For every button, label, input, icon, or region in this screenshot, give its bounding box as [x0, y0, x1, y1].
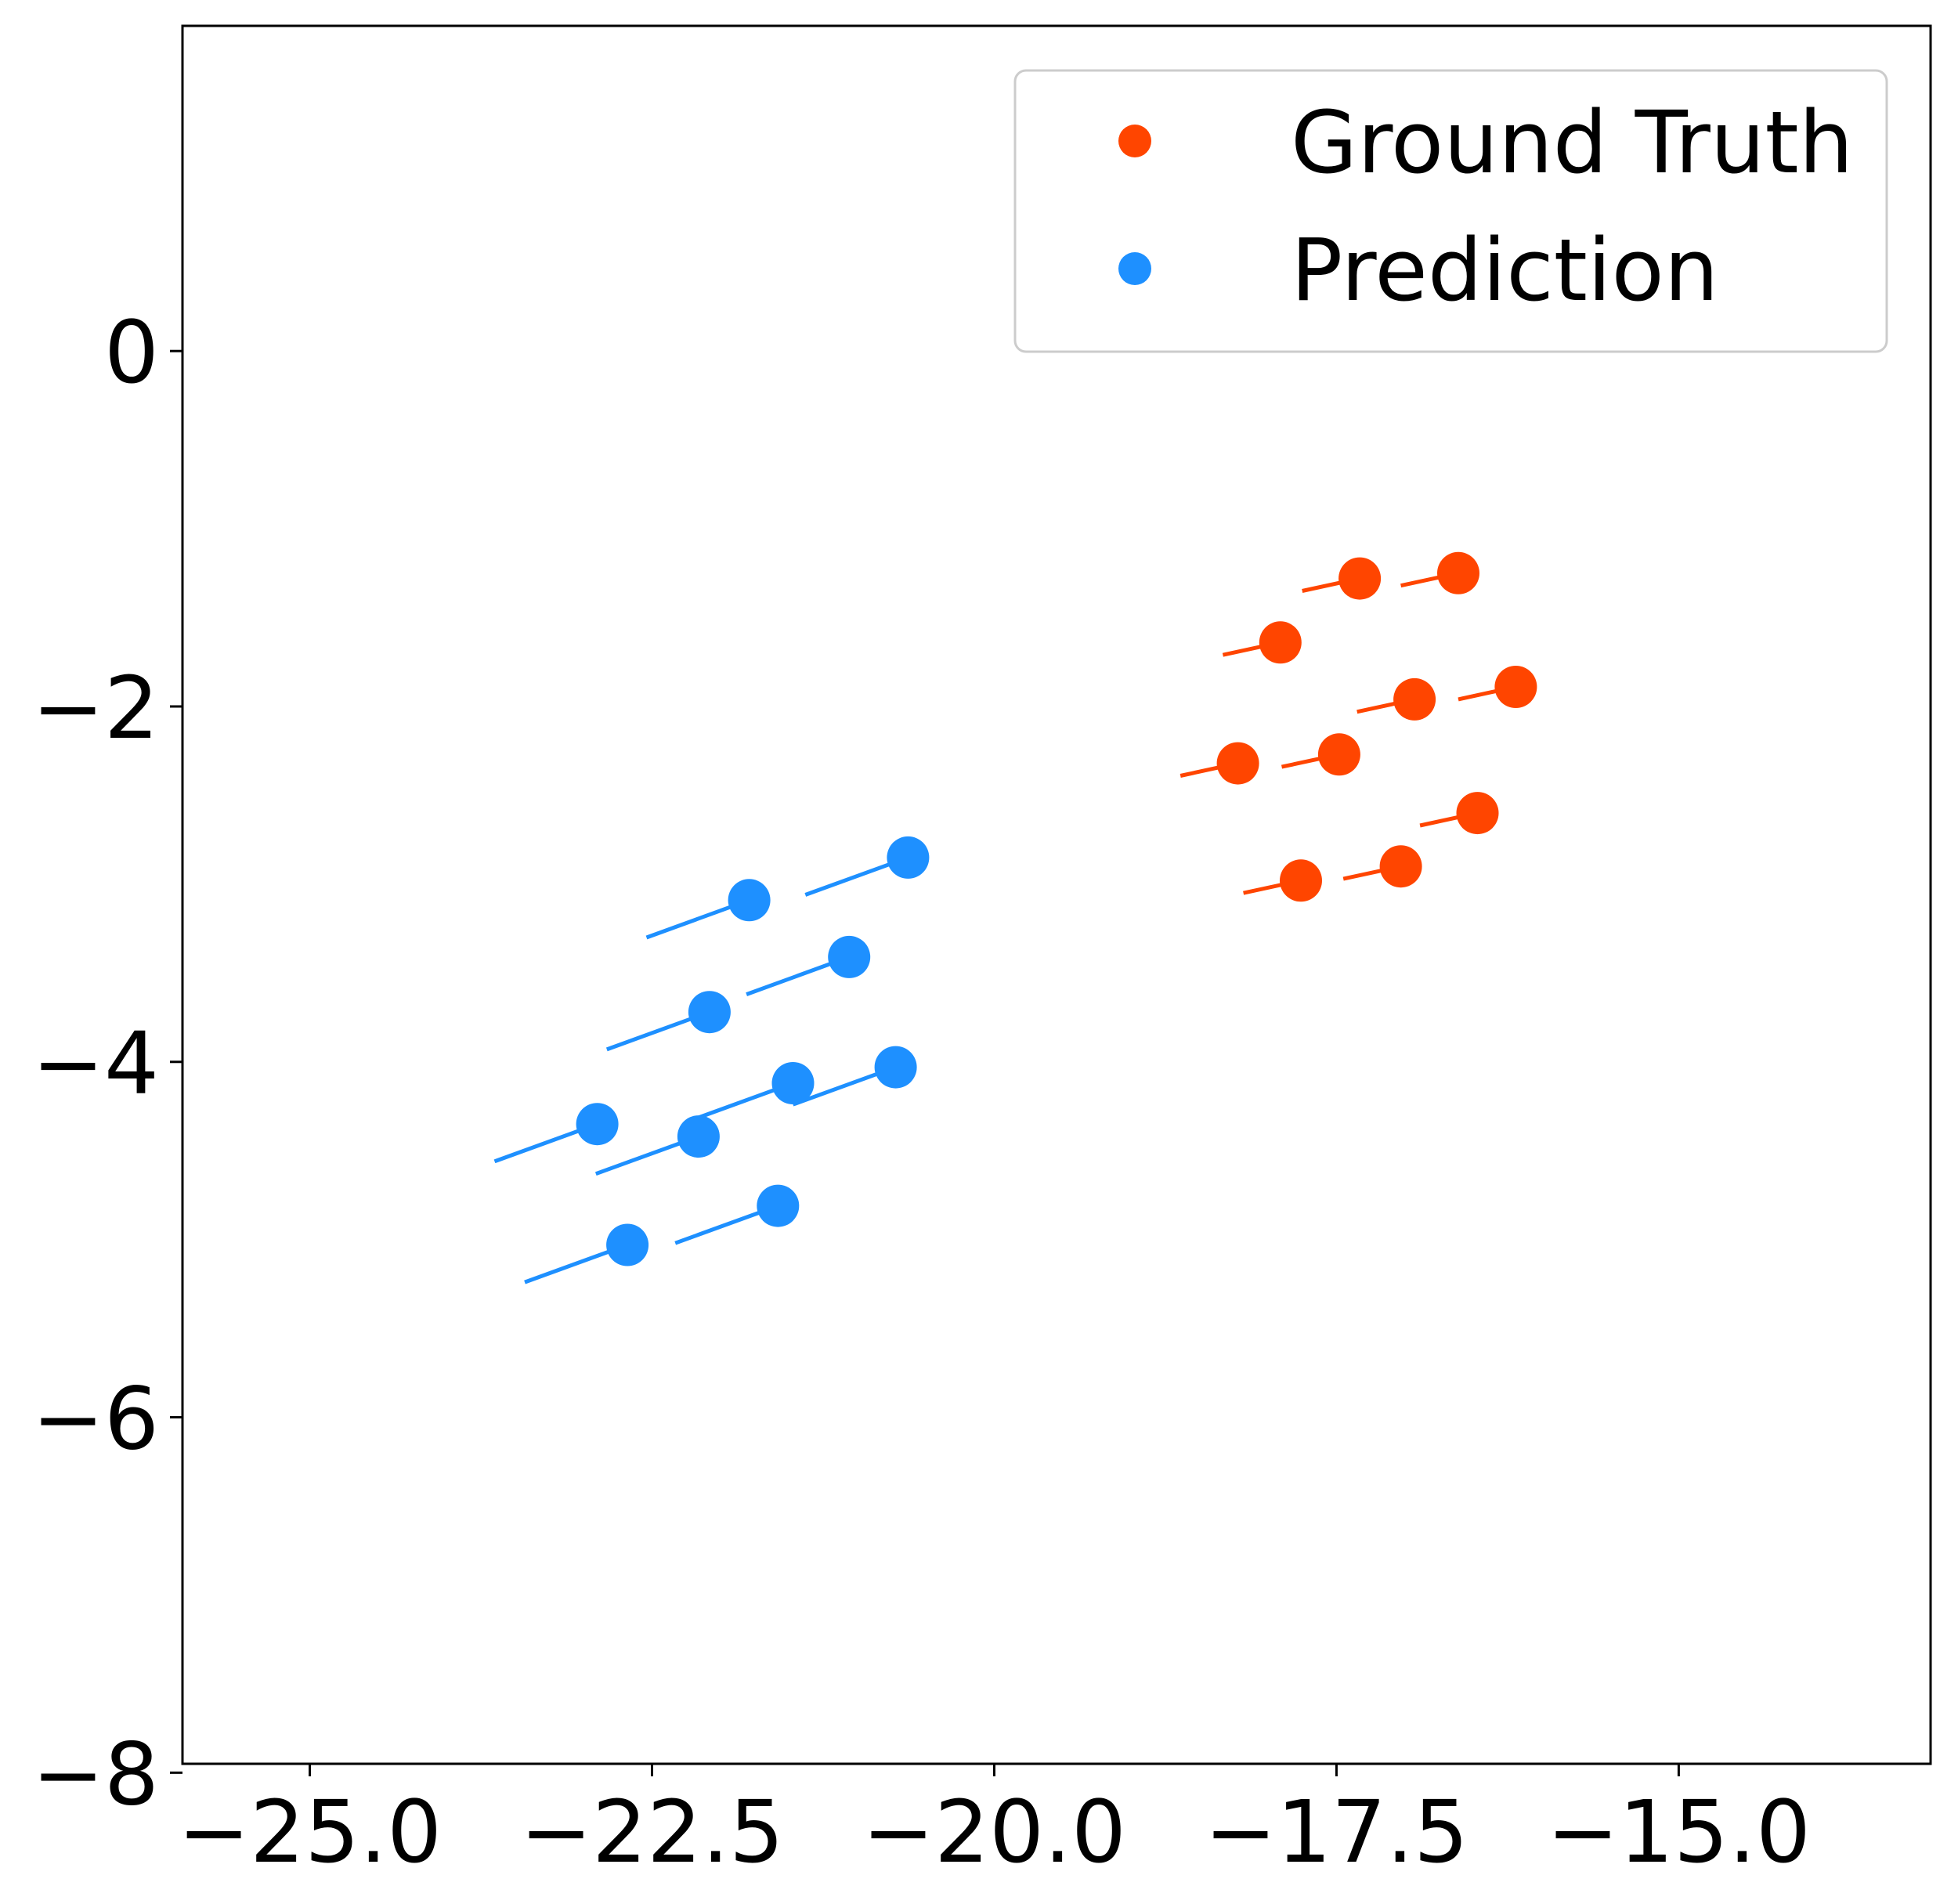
y-tick-label: −8	[32, 1724, 159, 1824]
data-point	[874, 1046, 917, 1089]
data-point	[606, 1223, 649, 1266]
y-axis: 0 −2 −4 −6 −8	[32, 302, 182, 1824]
y-tick-label: −2	[32, 658, 159, 758]
data-point	[1317, 733, 1360, 776]
x-tick-label: −22.5	[520, 1782, 784, 1882]
data-point	[1393, 677, 1436, 721]
x-tick-label: −25.0	[178, 1782, 442, 1882]
data-point	[757, 1184, 800, 1227]
plot-frame	[181, 24, 1932, 1765]
data-point	[887, 836, 930, 879]
data-point	[1456, 792, 1499, 835]
series-ground-truth	[1179, 551, 1537, 902]
y-tick-label: −4	[32, 1013, 159, 1114]
y-tick-label: 0	[104, 302, 159, 403]
legend-label-ground-truth: Ground Truth	[1291, 92, 1853, 193]
data-point	[1259, 621, 1302, 664]
data-point	[1216, 742, 1259, 785]
data-point	[728, 879, 771, 922]
data-point	[1379, 845, 1422, 888]
x-tick-label: −17.5	[1205, 1782, 1468, 1882]
data-point	[688, 991, 731, 1034]
data-point	[1494, 666, 1537, 708]
x-tick-label: −20.0	[862, 1782, 1126, 1882]
series-prediction	[493, 836, 930, 1284]
legend-marker-prediction	[1118, 252, 1151, 285]
legend: Ground Truth Prediction	[1013, 69, 1888, 353]
data-point	[1437, 551, 1479, 594]
data-point	[576, 1103, 619, 1146]
legend-label-prediction: Prediction	[1291, 220, 1718, 320]
data-point	[1338, 557, 1382, 600]
x-tick-label: −15.0	[1547, 1782, 1811, 1882]
data-point	[828, 935, 871, 978]
y-tick-label: −6	[32, 1369, 159, 1469]
data-point	[677, 1115, 720, 1158]
data-point	[771, 1062, 815, 1104]
legend-box	[1013, 69, 1888, 353]
plot-marks	[493, 551, 1537, 1284]
x-axis: −25.0 −22.5 −20.0 −17.5 −15.0	[178, 1764, 1811, 1882]
data-point	[1280, 859, 1322, 902]
legend-marker-ground-truth	[1118, 125, 1151, 157]
